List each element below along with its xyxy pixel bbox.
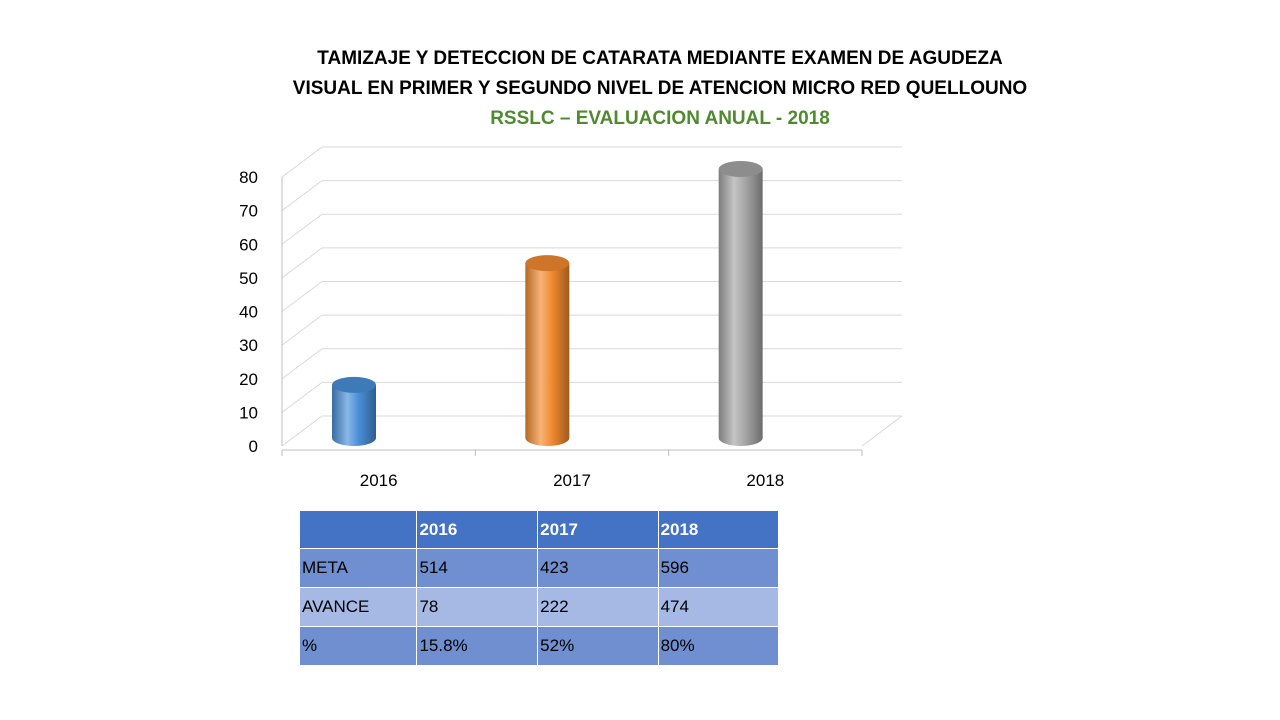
title-line-2: VISUAL EN PRIMER Y SEGUNDO NIVEL DE ATEN… bbox=[292, 78, 1028, 99]
bar-body bbox=[525, 263, 570, 446]
table-header-corner bbox=[298, 510, 418, 549]
gridline-side bbox=[281, 281, 323, 312]
bar-2017 bbox=[525, 255, 570, 446]
table-cell: 78 bbox=[416, 587, 539, 627]
bar-body bbox=[332, 384, 376, 446]
gridline-side bbox=[281, 146, 323, 178]
chart-bars bbox=[332, 161, 763, 446]
table-cell: 80% bbox=[657, 626, 780, 666]
bar-2018 bbox=[718, 161, 763, 446]
chart-title: TAMIZAJE Y DETECCION DE CATARATA MEDIANT… bbox=[230, 44, 1090, 134]
bar-top bbox=[525, 255, 570, 272]
table-cell: 15.8% bbox=[416, 626, 539, 666]
y-tick-label: 60 bbox=[239, 235, 258, 254]
table-cell: 596 bbox=[657, 548, 780, 588]
gridline-side bbox=[281, 314, 323, 346]
table-row-meta: META 514 423 596 bbox=[298, 548, 780, 588]
table-row-label: AVANCE bbox=[298, 587, 418, 627]
chart-grid bbox=[281, 146, 903, 447]
table-row-label: META bbox=[298, 548, 418, 588]
x-tick-label: 2017 bbox=[553, 471, 591, 490]
table-header-2018: 2018 bbox=[657, 510, 780, 549]
gridline-side bbox=[281, 180, 323, 212]
table-cell: 52% bbox=[537, 626, 659, 666]
floor-edge bbox=[861, 415, 903, 447]
bar-body bbox=[718, 169, 763, 446]
chart-subtitle: RSSLC – EVALUACION ANUAL - 2018 bbox=[490, 108, 830, 129]
table-cell: 514 bbox=[416, 548, 539, 588]
chart-tick-labels: 0 10 20 30 40 50 60 70 80 2016 2017 2018 bbox=[239, 168, 784, 490]
y-tick-label: 10 bbox=[239, 403, 258, 422]
y-tick-label: 20 bbox=[239, 370, 258, 389]
x-tick-label: 2016 bbox=[360, 471, 398, 490]
table-row-percent: % 15.8% 52% 80% bbox=[298, 626, 780, 666]
table-cell: 423 bbox=[537, 548, 659, 588]
table-header-2016: 2016 bbox=[416, 510, 539, 549]
table-cell: 474 bbox=[657, 587, 780, 627]
gridline-side bbox=[281, 213, 323, 245]
data-table: 2016 2017 2018 META 514 423 596 AVANCE 7… bbox=[298, 510, 780, 666]
table-cell: 222 bbox=[537, 587, 659, 627]
chart-axes bbox=[281, 177, 863, 456]
table-header-row: 2016 2017 2018 bbox=[298, 510, 780, 549]
gridline-side bbox=[281, 415, 323, 447]
y-tick-label: 30 bbox=[239, 336, 258, 355]
y-tick-label: 70 bbox=[239, 202, 258, 221]
y-tick-label: 80 bbox=[239, 168, 258, 187]
bar-top bbox=[332, 376, 376, 393]
x-tick-label: 2018 bbox=[746, 471, 784, 490]
table-row-label: % bbox=[298, 626, 418, 666]
table-row-avance: AVANCE 78 222 474 bbox=[298, 587, 780, 627]
gridline-side bbox=[281, 381, 323, 413]
bar-2016 bbox=[332, 376, 376, 446]
gridline-side bbox=[281, 247, 323, 279]
title-line-1: TAMIZAJE Y DETECCION DE CATARATA MEDIANT… bbox=[317, 48, 1003, 69]
y-tick-label: 40 bbox=[239, 303, 258, 322]
gridline-side bbox=[281, 348, 323, 380]
y-tick-label: 0 bbox=[249, 437, 258, 456]
bar-top bbox=[718, 161, 763, 177]
y-tick-label: 50 bbox=[239, 269, 258, 288]
table-header-2017: 2017 bbox=[537, 510, 659, 549]
